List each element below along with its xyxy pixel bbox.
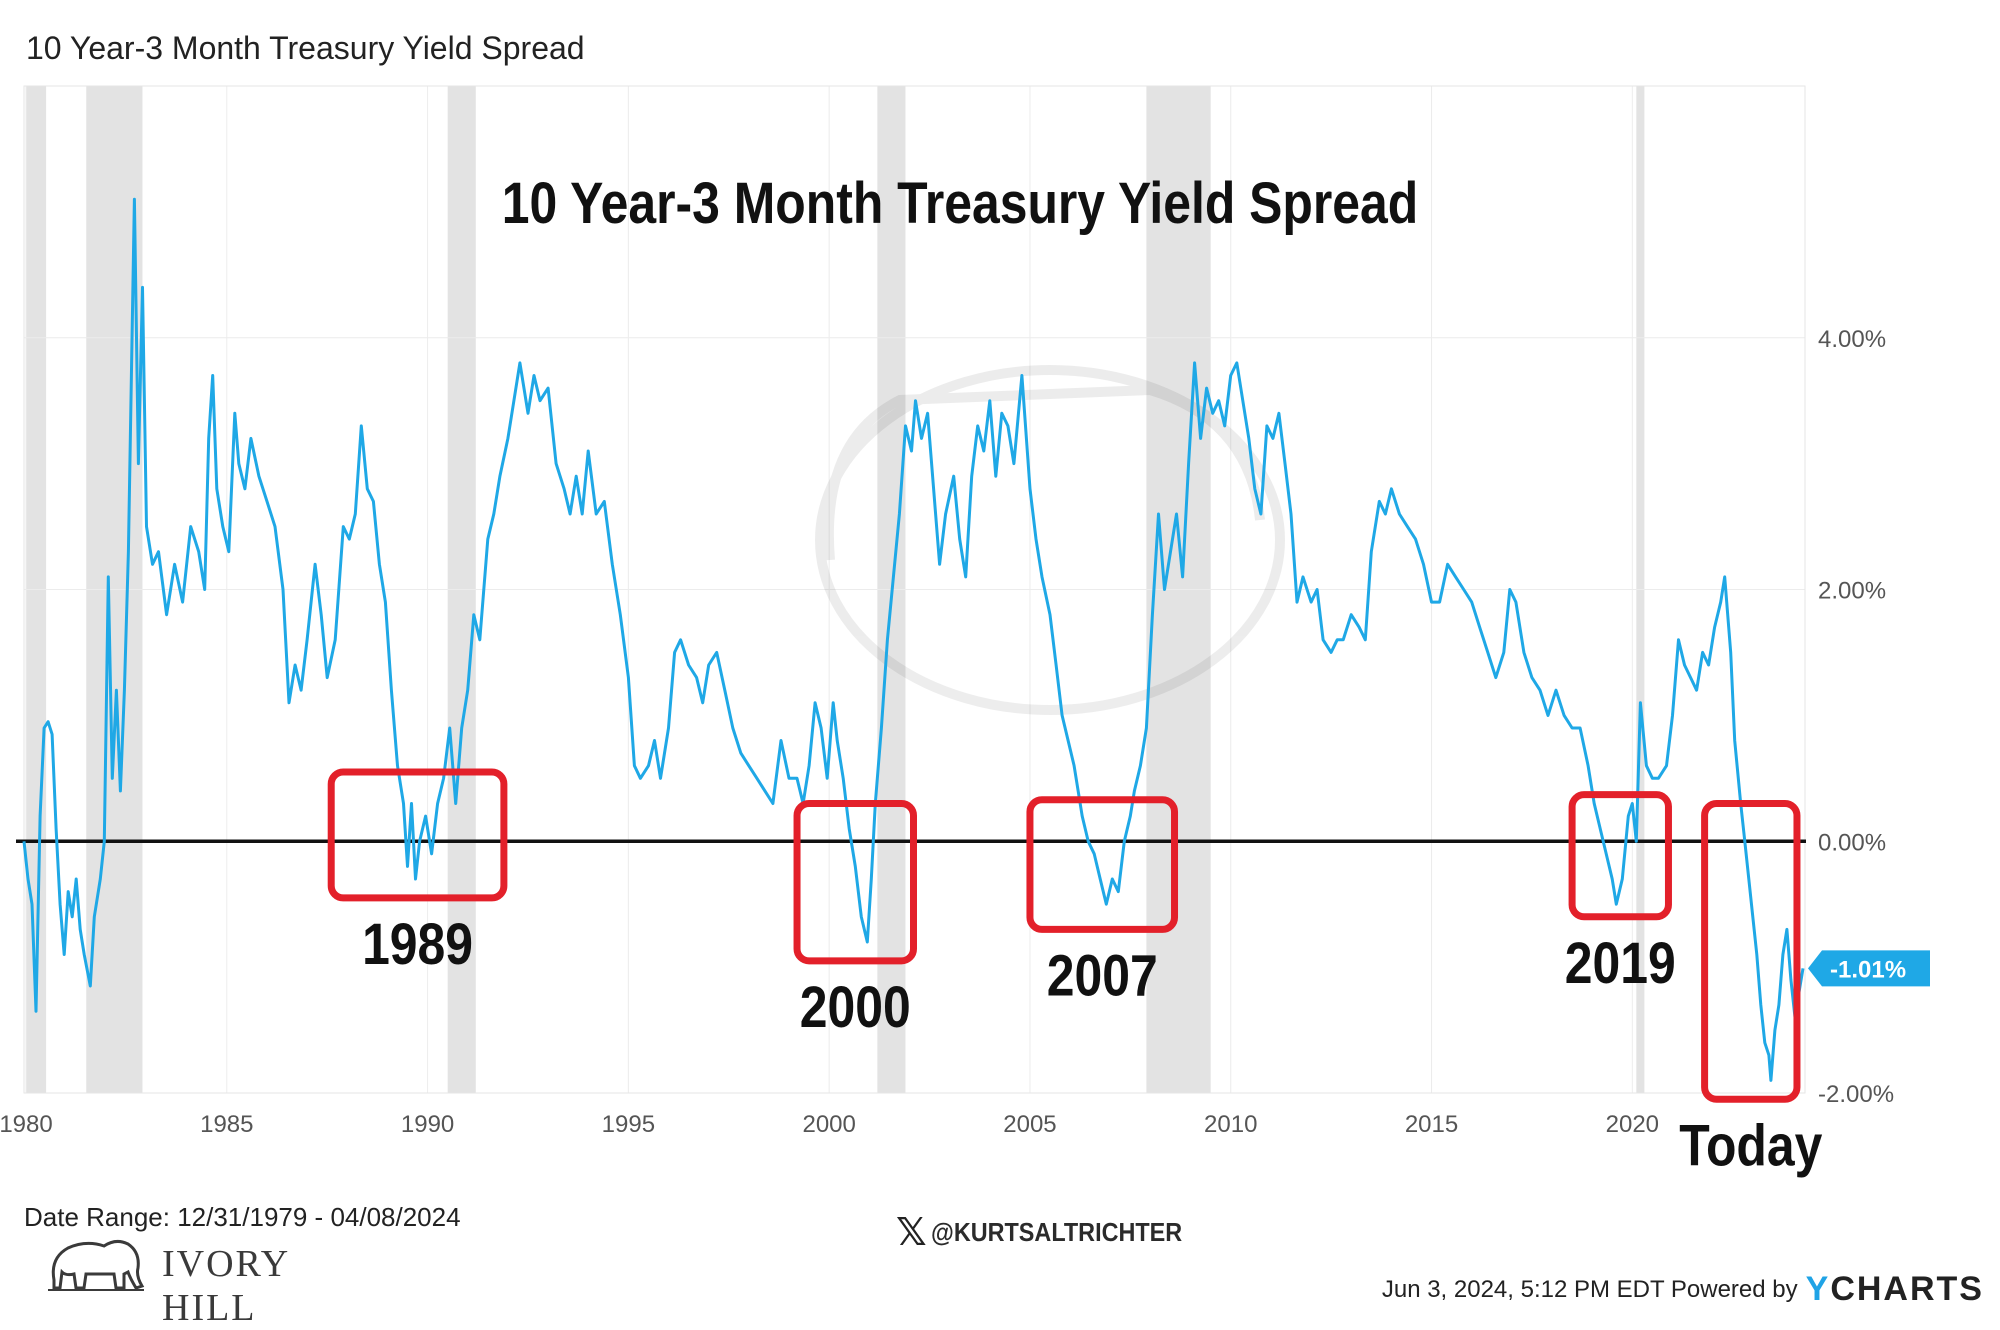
last-value-badge: -1.01% [1808, 950, 1930, 987]
date-range-label: Date Range: 12/31/1979 - 04/08/2024 [24, 1202, 461, 1232]
annotation-label-today: Today [1679, 1114, 1822, 1178]
ycharts-logo-initial: Y [1805, 1270, 1831, 1308]
ivory-hill-logo: IVORY HILL [46, 1228, 386, 1329]
highlight-box-today [1701, 799, 1801, 1103]
chart-title: 10 Year-3 Month Treasury Yield Spread [502, 172, 1418, 236]
x-tick-label: 1985 [200, 1111, 253, 1138]
handle-text: @KURTSALTRICHTER [930, 1216, 1182, 1247]
x-tick-label: 2000 [802, 1111, 855, 1138]
x-tick-label: 2010 [1204, 1111, 1257, 1138]
y-tick-label: 2.00% [1818, 578, 1886, 605]
brand-name: IVORY HILL [162, 1243, 289, 1329]
highlight-box-2000 [793, 799, 917, 965]
y-tick-label: -2.00% [1818, 1081, 1894, 1108]
highlight-box-2019 [1568, 791, 1672, 921]
elephant-icon [48, 1239, 145, 1291]
highlight-box-2007 [1026, 796, 1179, 933]
ivory-hill-watermark [815, 365, 1285, 715]
annotation-label-2000: 2000 [800, 975, 911, 1039]
highlight-boxes: 1989 2000 2007 2019 Today [327, 768, 1822, 1178]
x-tick-label: 1990 [401, 1111, 454, 1138]
x-axis-ticks: 1980 1985 1990 1995 2000 2005 2010 2015 2020 [0, 1111, 1659, 1138]
x-tick-label: 2005 [1003, 1111, 1056, 1138]
chart-header-title: 10 Year-3 Month Treasury Yield Spread [26, 30, 585, 66]
timestamp-text: Jun 3, 2024, 5:12 PM EDT Powered by [1381, 1275, 1798, 1303]
plot-frame [23, 85, 1806, 1094]
powered-by: Jun 3, 2024, 5:12 PM EDT Powered by YCHA… [1382, 1270, 1984, 1309]
y-tick-label: 0.00% [1818, 829, 1886, 856]
annotation-label-1989: 1989 [362, 912, 473, 976]
series-line-spread [22, 197, 1805, 1082]
ycharts-logo-text: CHARTS [1830, 1270, 1984, 1308]
x-tick-label: 1995 [602, 1111, 655, 1138]
annotation-label-2007: 2007 [1047, 944, 1158, 1008]
ycharts-logo[interactable]: YCHARTS [1806, 1270, 1984, 1309]
x-tick-label: 2015 [1405, 1111, 1458, 1138]
x-tick-label: 1980 [0, 1111, 53, 1138]
x-tick-label: 2020 [1606, 1111, 1659, 1138]
y-tick-label: 4.00% [1818, 326, 1886, 353]
last-value-label: -1.01% [1830, 956, 1906, 983]
x-logo-icon: 𝕏 [896, 1210, 927, 1254]
social-handle[interactable]: 𝕏 @KURTSALTRICHTER [896, 1210, 1210, 1254]
y-axis-ticks: 4.00% 2.00% 0.00% -2.00% [1818, 326, 1894, 1108]
annotation-label-2019: 2019 [1565, 931, 1676, 995]
highlight-box-1989 [327, 768, 508, 902]
